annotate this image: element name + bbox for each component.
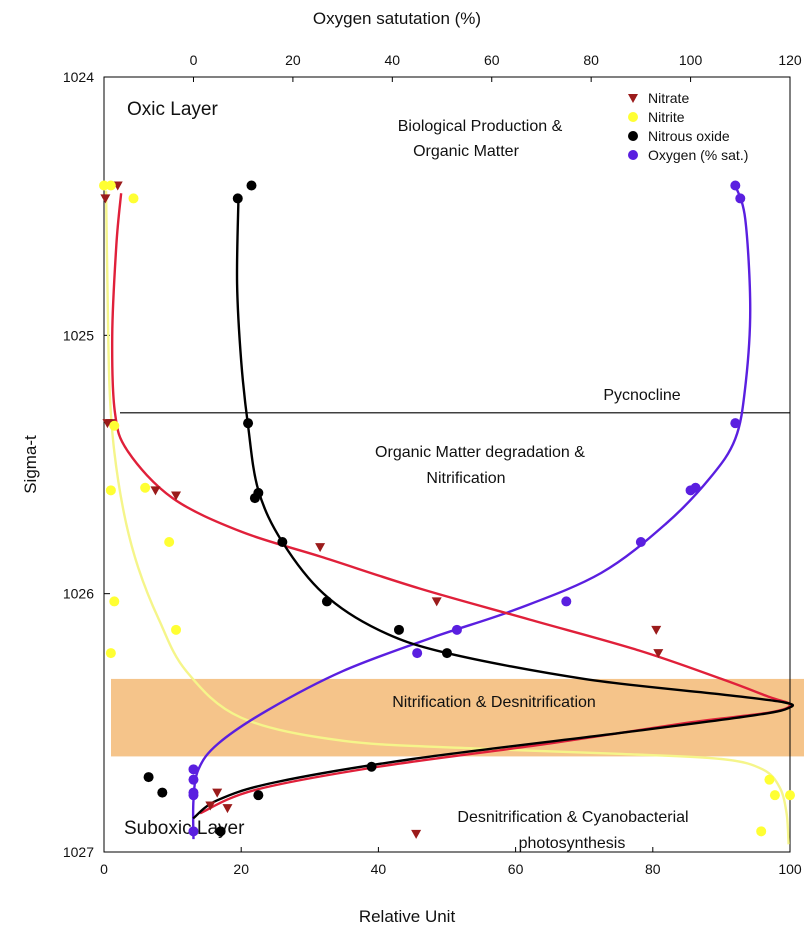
nitrite-point [105,485,116,496]
oxygen-sat-point [735,193,746,204]
nitrous-oxide-point [157,787,168,798]
axis-ticks: 0 20 40 60 80 100 0 20 40 60 80 100 120 1024 1025 1026 1… [63,52,802,877]
nitrite-point [140,482,151,493]
nitrous-oxide-point [143,772,154,783]
bio-production-label-line2: Organic Matter [413,143,519,160]
pycnocline-label: Pycnocline [603,387,680,404]
oxygen-sat-point [188,790,199,801]
oxygen-sat-point [451,624,462,635]
x-bottom-tick-label: 100 [778,861,802,877]
nitrous-oxide-point [442,648,452,659]
nitrate-point [100,194,111,204]
nitrous-oxide-point [246,180,257,191]
nitrate-point [653,649,664,659]
nitrous-oxide-point [232,193,243,204]
y-axis-title: Sigma-t [21,435,40,494]
nitrate-point [205,801,216,811]
x-top-tick-label: 20 [285,52,301,68]
oxygen-sat-curve [191,185,752,840]
nitrous-oxide-point [366,761,377,772]
nitrous-oxide-legend-label: Nitrous oxide [648,128,730,144]
x-top-tick-label: 80 [583,52,599,68]
nitrite-point [171,624,182,635]
y-tick-label: 1027 [63,844,94,860]
y-tick-label: 1024 [63,69,94,85]
x-top-tick-label: 0 [190,52,198,68]
x-bottom-tick-label: 20 [233,861,249,877]
nitrate-point [651,625,662,635]
oxygen-sat-point [188,774,199,785]
nitrite-point [764,774,775,785]
nitrate-legend-label: Nitrate [648,90,689,106]
nitrate-legend-marker [628,94,638,103]
nitrous-oxide-point [277,537,288,547]
oxygen-sat-point [412,648,423,659]
nitrous-oxide-point [243,418,254,429]
nitrate-point [150,486,161,496]
degradation-label-line2: Nitrification [426,470,505,487]
nitrate-point [171,491,182,501]
nitrite-point [769,790,780,801]
data-markers [99,180,795,839]
x-top-tick-label: 60 [484,52,500,68]
x-axis-top-title: Oxygen satutation (%) [313,9,481,28]
oxygen-sat-point [690,482,701,493]
nitrate-point [315,543,326,553]
oxygen-sat-point [188,764,199,775]
oxygen-sat-legend-marker [628,150,638,160]
nitrous-oxide-point [393,624,404,635]
band-label: Nitrification & Desnitrification [392,694,596,711]
x-top-tick-label: 120 [778,52,802,68]
bio-production-label-line1: Biological Production & [398,118,563,135]
nitrous-oxide-legend-marker [628,131,638,141]
denitrification-label-line2: photosynthesis [519,835,626,852]
x-bottom-tick-label: 80 [645,861,661,877]
nitrous-oxide-point [253,790,264,801]
oxygen-sat-point [635,537,646,547]
nitrate-curve [110,193,792,815]
x-top-tick-label: 40 [385,52,401,68]
oxygen-sat-point [561,596,572,607]
nitrite-point [99,180,109,191]
y-tick-label: 1026 [63,586,94,602]
plot-frame [103,76,791,853]
nitrite-point [756,826,767,837]
nitrate-point [222,804,233,814]
nitrite-point [164,537,175,547]
nitrous-oxide-point [253,487,264,498]
nitrite-point [105,648,116,659]
nitrite-legend-marker [628,112,638,122]
nitrous-oxide-point [321,596,332,607]
oxic-layer-label: Oxic Layer [127,99,218,120]
nitrite-point [128,193,139,204]
x-bottom-tick-label: 0 [100,861,108,877]
nitrite-point [785,790,795,801]
oxygen-sat-point [188,826,199,837]
x-axis-bottom-title: Relative Unit [359,907,456,926]
nitrate-point [212,788,223,798]
nitrite-point [109,596,120,607]
degradation-label-line1: Organic Matter degradation & [375,444,585,461]
nitrite-legend-label: Nitrite [648,109,685,125]
nitrite-point [109,420,120,431]
x-top-tick-label: 100 [679,52,703,68]
suboxic-layer-label: Suboxic Layer [124,818,245,839]
legend: Nitrate Nitrite Nitrous oxide Oxygen (% sat… [628,90,748,163]
nitrous-oxide-point [215,826,226,837]
nitrite-point [105,180,116,191]
x-bottom-tick-label: 60 [508,861,524,877]
oxygen-sat-point [730,418,741,429]
nitrate-point [431,597,442,607]
x-bottom-tick-label: 40 [371,861,387,877]
oxygen-sat-legend-label: Oxygen (% sat.) [648,147,748,163]
denitrification-label-line1: Desnitrification & Cyanobacterial [457,809,688,826]
nitrification-band [111,678,804,757]
nitrate-point [411,829,422,839]
y-tick-label: 1025 [63,327,94,343]
oxygen-sat-point [730,180,741,191]
